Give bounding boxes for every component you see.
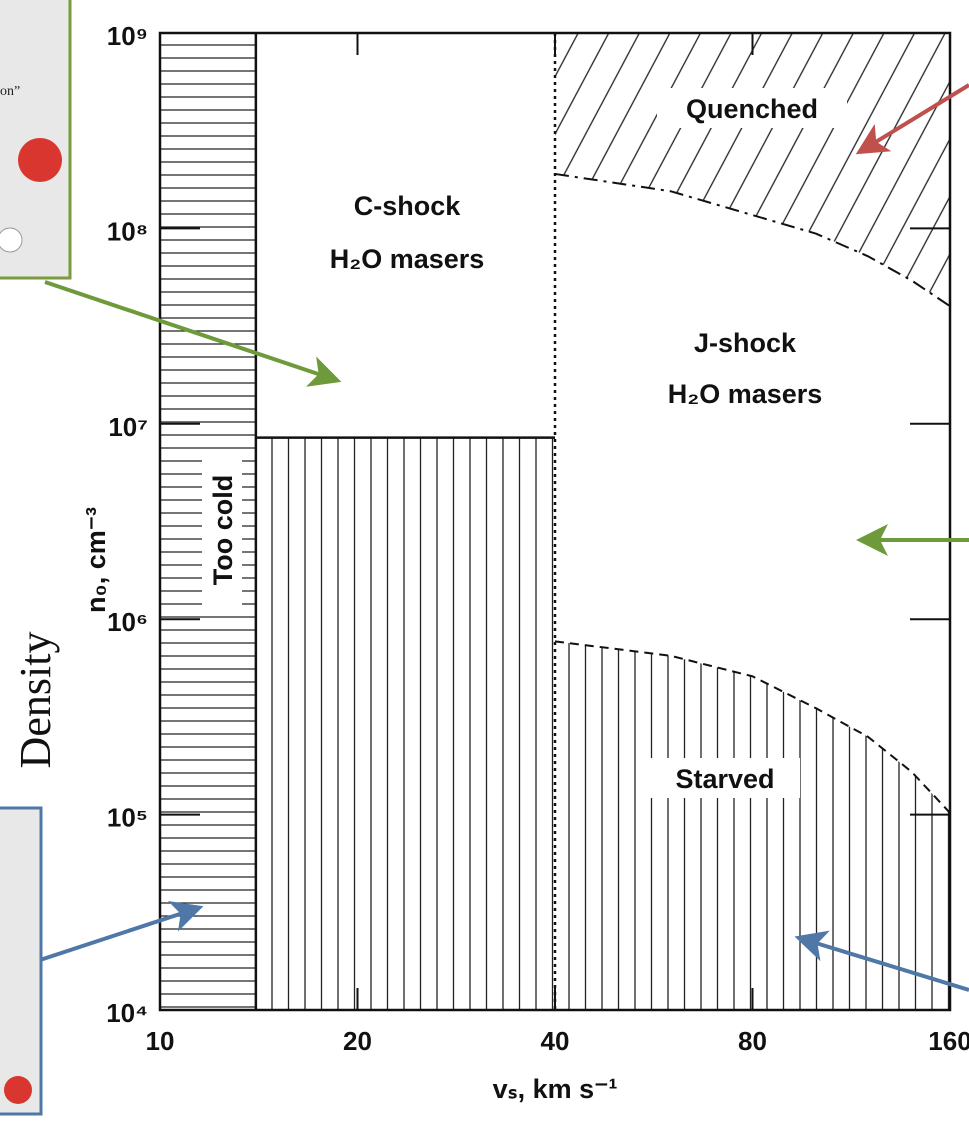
region-label: Quenched <box>686 94 818 124</box>
region-label: Starved <box>675 764 774 794</box>
x-tick-label: 80 <box>738 1026 767 1056</box>
inset-icon <box>4 1076 32 1104</box>
region-label: H₂O masers <box>668 379 823 409</box>
y-tick-label: 10⁷ <box>108 412 148 442</box>
quenched-boundary <box>554 172 951 307</box>
quenched-region <box>555 33 950 307</box>
arrow <box>794 930 969 992</box>
inset-text: on” <box>0 84 20 99</box>
label-background <box>657 88 847 128</box>
y-tick-label: 10⁴ <box>106 998 148 1028</box>
starved-region <box>555 641 950 1010</box>
arrow <box>855 83 969 155</box>
plot-area: Quenched C-shock H₂O masers J-shock H₂O mase… <box>106 21 969 1056</box>
arrow <box>39 901 204 962</box>
cold-region <box>255 437 555 1010</box>
x-tick-label: 160 <box>928 1026 969 1056</box>
label-background <box>650 758 800 798</box>
inset-icon <box>0 227 23 253</box>
x-tick-label: 20 <box>343 1026 372 1056</box>
starved-boundary <box>554 640 951 814</box>
y-tick-label: 10⁸ <box>107 216 148 246</box>
region-label: Too cold <box>208 475 238 585</box>
arrow <box>44 280 342 387</box>
region-label: J-shock <box>694 328 797 358</box>
inset-bottom <box>0 806 43 1116</box>
side-label: Density <box>11 632 60 769</box>
x-axis-label: vₛ, km s⁻¹ <box>493 1074 618 1104</box>
y-tick-label: 10⁶ <box>107 607 148 637</box>
x-tick-label: 40 <box>541 1026 570 1056</box>
y-axis-label: n₀, cm⁻³ <box>81 507 111 613</box>
region-label: C-shock <box>354 191 462 221</box>
region-label: H₂O masers <box>330 244 485 274</box>
inset-icon <box>18 138 62 182</box>
y-tick-label: 10⁵ <box>107 803 148 833</box>
y-tick-label: 10⁹ <box>107 21 148 51</box>
label-background <box>202 455 242 605</box>
x-tick-label: 10 <box>146 1026 175 1056</box>
arrows <box>39 83 969 992</box>
